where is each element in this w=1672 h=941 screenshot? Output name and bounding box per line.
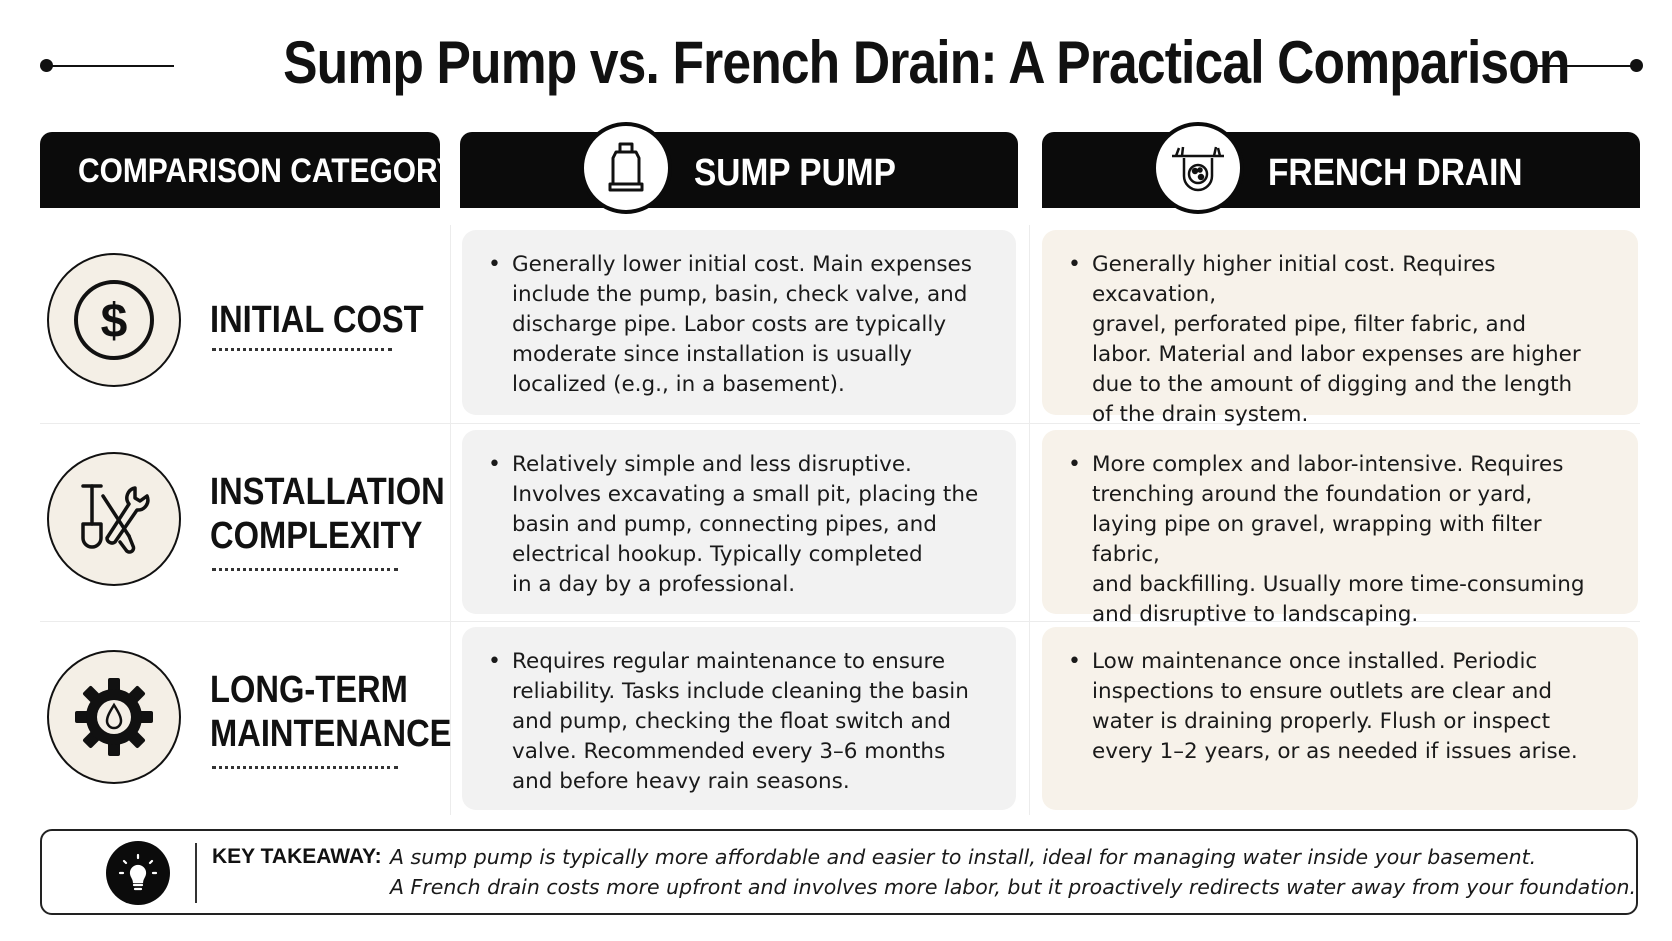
bullet: • <box>1068 252 1081 277</box>
category-installation-complexity: INSTALLATION COMPLEXITY <box>210 470 445 558</box>
cell-line: Generally higher initial cost. Requires … <box>1092 252 1496 307</box>
header-category-label: COMPARISON CATEGORY <box>78 152 457 190</box>
category-underline <box>212 766 398 769</box>
cell-line: include the pump, basin, check valve, an… <box>512 282 968 307</box>
bullet: • <box>1068 649 1081 674</box>
category-underline <box>212 348 392 351</box>
column-divider <box>450 225 451 815</box>
cell-line: Requires regular maintenance to ensure <box>512 649 946 674</box>
cell-line: More complex and labor-intensive. Requir… <box>1092 452 1564 477</box>
cell-line: inspections to ensure outlets are clear … <box>1092 679 1553 704</box>
header-sump-pump-label: SUMP PUMP <box>694 152 896 194</box>
cell-line: labor. Material and labor expenses are h… <box>1092 342 1581 367</box>
cell-line: Low maintenance once installed. Periodic <box>1092 649 1538 674</box>
category-line: LONG-TERM <box>210 669 408 711</box>
cell-line: trenching around the foundation or yard, <box>1092 482 1533 507</box>
row-divider <box>40 621 1640 622</box>
takeaway-line: A sump pump is typically more affordable… <box>390 845 1537 869</box>
takeaway-label: KEY TAKEAWAY: <box>212 845 382 868</box>
header-sump-pump: SUMP PUMP <box>460 122 1018 214</box>
cell-line: and backfilling. Usually more time-consu… <box>1092 572 1585 597</box>
category-line: COMPLEXITY <box>210 515 423 557</box>
cell-line: in a day by a professional. <box>512 572 796 597</box>
cell-line: Relatively simple and less disruptive. <box>512 452 912 477</box>
takeaway-divider <box>195 843 197 903</box>
cell-line: and pump, checking the float switch and <box>512 709 952 734</box>
title-right-rule <box>1530 65 1636 67</box>
cell-line: electrical hookup. Typically completed <box>512 542 923 567</box>
cell-line: and disruptive to landscaping. <box>1092 602 1419 627</box>
sump-pump-maintenance-cell: • Requires regular maintenance to ensure… <box>462 627 1016 810</box>
cell-line: laying pipe on gravel, wrapping with fil… <box>1092 512 1542 567</box>
french-drain-maintenance-cell: • Low maintenance once installed. Period… <box>1042 627 1638 810</box>
category-line: INSTALLATION <box>210 471 445 513</box>
category-long-term-maintenance: LONG-TERM MAINTENANCE <box>210 668 451 756</box>
column-divider <box>1029 225 1030 815</box>
sump-pump-installation-cell: • Relatively simple and less disruptive.… <box>462 430 1016 614</box>
bullet: • <box>488 452 501 477</box>
cell-line: Generally lower initial cost. Main expen… <box>512 252 972 277</box>
category-initial-cost: INITIAL COST <box>210 299 424 341</box>
french-drain-installation-cell: • More complex and labor-intensive. Requ… <box>1042 430 1638 627</box>
title-row: Sump Pump vs. French Drain: A Practical … <box>0 22 1672 112</box>
bullet: • <box>488 649 501 674</box>
title-left-dot <box>40 59 53 72</box>
cell-line: moderate since installation is usually <box>512 342 913 367</box>
svg-text:$: $ <box>101 295 128 348</box>
takeaway-line: A French drain costs more upfront and in… <box>390 875 1637 899</box>
french-drain-icon <box>1152 122 1244 214</box>
sump-pump-icon <box>580 122 672 214</box>
header-french-drain-label: FRENCH DRAIN <box>1268 152 1523 194</box>
cell-line: valve. Recommended every 3–6 months <box>512 739 946 764</box>
cell-line: every 1–2 years, or as needed if issues … <box>1092 739 1578 764</box>
cell-line: localized (e.g., in a basement). <box>512 372 845 397</box>
row-divider <box>40 423 1640 424</box>
gear-water-drop-icon <box>47 650 181 784</box>
title-left-rule <box>48 65 174 67</box>
lightbulb-icon <box>106 841 170 905</box>
french-drain-initial-cost-cell: • Generally higher initial cost. Require… <box>1042 230 1638 427</box>
cell-line: Involves excavating a small pit, placing… <box>512 482 979 507</box>
key-takeaway-box: KEY TAKEAWAY: A sump pump is typically m… <box>40 829 1638 915</box>
shovel-wrench-icon <box>47 452 181 586</box>
cell-line: basin and pump, connecting pipes, and <box>512 512 937 537</box>
cell-line: discharge pipe. Labor costs are typicall… <box>512 312 947 337</box>
cell-line: and before heavy rain seasons. <box>512 769 850 794</box>
cell-line: gravel, perforated pipe, filter fabric, … <box>1092 312 1526 337</box>
title-right-dot <box>1630 59 1643 72</box>
bullet: • <box>1068 452 1081 477</box>
page-title: Sump Pump vs. French Drain: A Practical … <box>283 29 1570 96</box>
cell-line: of the drain system. <box>1092 402 1309 427</box>
header-comparison-category: COMPARISON CATEGORY <box>40 132 456 208</box>
dollar-icon: $ <box>47 253 181 387</box>
category-underline <box>212 568 398 571</box>
category-line: MAINTENANCE <box>210 713 452 755</box>
cell-line: due to the amount of digging and the len… <box>1092 372 1573 397</box>
bullet: • <box>488 252 501 277</box>
sump-pump-initial-cost-cell: • Generally lower initial cost. Main exp… <box>462 230 1016 415</box>
cell-line: water is draining properly. Flush or ins… <box>1092 709 1551 734</box>
cell-line: reliability. Tasks include cleaning the … <box>512 679 969 704</box>
header-french-drain: FRENCH DRAIN <box>1042 122 1640 214</box>
